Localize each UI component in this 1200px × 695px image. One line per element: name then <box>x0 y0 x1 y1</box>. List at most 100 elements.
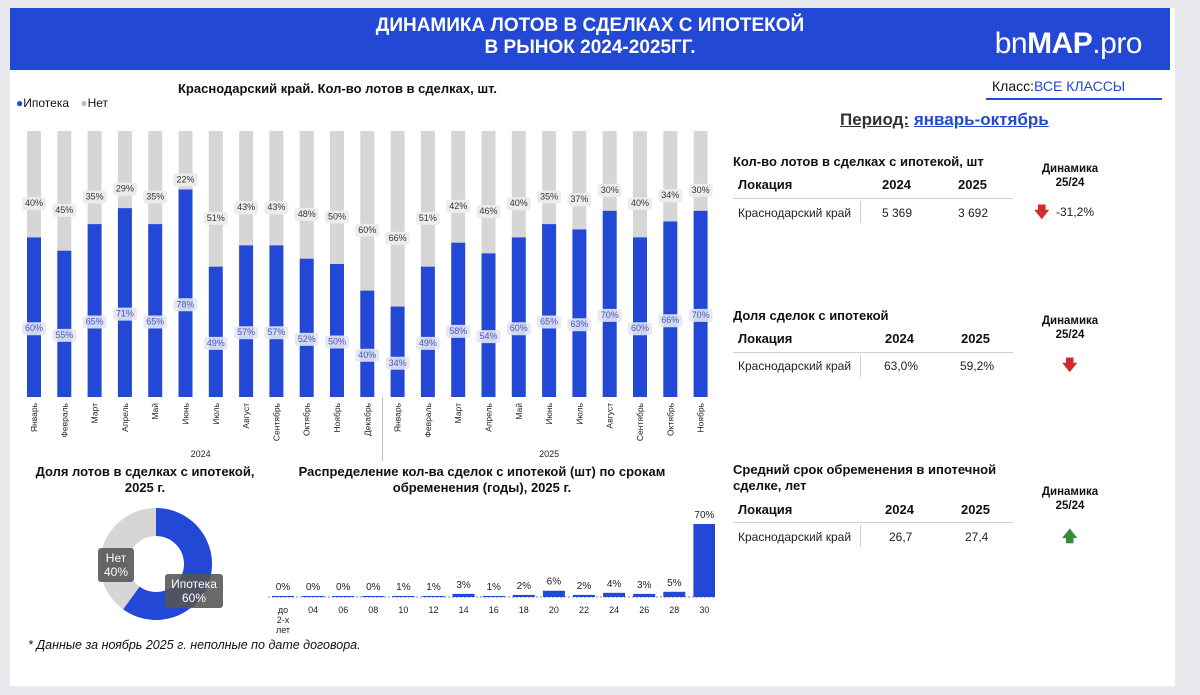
table1-header-location: Локация <box>738 177 793 192</box>
term-value-label: 6% <box>547 577 562 588</box>
brand-logo[interactable]: bnMAP.pro <box>995 27 1143 60</box>
label-mortgage: 40% <box>358 350 376 360</box>
label-box-mortgage <box>476 330 501 344</box>
class-filter[interactable]: Класс:ВСЕ КЛАССЫ <box>986 74 1162 100</box>
label-no: 46% <box>479 206 497 216</box>
term-bar <box>422 595 445 597</box>
bar-no-mortgage <box>87 131 102 225</box>
label-mortgage: 34% <box>389 358 407 368</box>
label-mortgage: 65% <box>146 317 164 327</box>
term-bar <box>332 596 355 597</box>
bar-no-mortgage <box>572 131 587 230</box>
label-no: 43% <box>267 202 285 212</box>
bar-no-mortgage <box>602 131 617 211</box>
label-mortgage: 60% <box>510 323 528 333</box>
bar-no-mortgage <box>420 131 435 267</box>
label-box-mortgage <box>203 336 228 350</box>
table1-vline <box>860 201 861 223</box>
donut-title: Доля лотов в сделках с ипотекой, 2025 г. <box>35 464 255 495</box>
term-category-label: до <box>278 605 288 615</box>
label-no: 40% <box>631 198 649 208</box>
label-box-mortgage <box>143 315 168 329</box>
bar-mortgage <box>148 224 163 397</box>
month-tick-label: Март <box>453 403 463 423</box>
bar-mortgage <box>633 237 647 397</box>
bar-mortgage <box>663 221 678 397</box>
term-category-label: 30 <box>699 605 709 615</box>
bar-mortgage <box>420 266 435 397</box>
label-mortgage: 54% <box>479 331 497 341</box>
term-category-label: 08 <box>368 605 378 615</box>
label-box-no <box>688 183 713 197</box>
term-bar <box>603 592 626 597</box>
bar-mortgage <box>542 224 557 397</box>
label-mortgage: 49% <box>419 338 437 348</box>
label-box-mortgage <box>658 314 683 328</box>
label-box-mortgage <box>234 326 259 340</box>
label-no: 37% <box>570 194 588 204</box>
monthly-stacked-chart: 40% 60% Январь 45% 55% Февраль 35% 65% Март 29% 71… <box>22 131 713 461</box>
label-no: 35% <box>540 192 558 202</box>
bar-no-mortgage <box>663 131 678 222</box>
month-tick-label: Июнь <box>544 402 554 424</box>
table2-title: Доля сделок с ипотекой <box>733 308 889 323</box>
monthly-chart-title: Краснодарский край. Кол-во лотов в сделк… <box>178 81 497 96</box>
label-box-no <box>567 193 592 207</box>
bar-no-mortgage <box>208 131 223 267</box>
term-category-label: 04 <box>308 605 318 615</box>
label-box-mortgage <box>325 335 349 349</box>
label-box-mortgage <box>22 322 46 336</box>
term-value-label: 0% <box>276 582 291 593</box>
term-category-label: 2-х <box>277 615 290 625</box>
table2-row-location: Краснодарский край <box>738 359 852 373</box>
label-box-mortgage <box>506 322 531 336</box>
logo-bold: MAP <box>1027 27 1093 60</box>
bar-mortgage <box>330 264 344 397</box>
label-mortgage: 57% <box>267 327 285 337</box>
table1-dynamics-value: -31,2% <box>1056 205 1095 219</box>
table1-row-2024: 5 369 <box>882 206 913 220</box>
table3-title: Средний срок обременения в ипотечной сде… <box>733 462 997 493</box>
label-box-mortgage <box>597 308 622 322</box>
label-mortgage: 65% <box>86 317 104 327</box>
table2-divider <box>733 352 1013 353</box>
label-no: 30% <box>692 185 710 195</box>
table2-down-arrow-icon: 🡇 <box>1062 357 1078 374</box>
label-no: 48% <box>298 209 316 219</box>
label-box-no <box>628 197 652 211</box>
bar-no-mortgage <box>239 131 254 246</box>
table1-header-2025: 2025 <box>958 177 987 192</box>
term-bar <box>663 591 686 597</box>
donut-label-box <box>165 574 223 608</box>
bar-mortgage <box>178 189 193 397</box>
bar-mortgage <box>117 208 132 397</box>
month-tick-label: Ноябрь <box>332 402 342 432</box>
bar-mortgage <box>208 266 223 397</box>
label-no: 50% <box>328 212 346 222</box>
term-bar <box>362 596 385 597</box>
term-category-label: 10 <box>398 605 408 615</box>
period-filter[interactable]: Период: январь-октябрь <box>840 110 1049 130</box>
legend-label-no: Нет <box>87 96 109 110</box>
label-mortgage: 55% <box>55 330 73 340</box>
term-category-label: 24 <box>609 605 619 615</box>
label-box-no <box>415 211 440 225</box>
label-no: 51% <box>207 213 225 223</box>
label-box-no <box>264 201 289 215</box>
term-bar <box>512 594 535 597</box>
month-tick-label: Июнь <box>181 402 191 424</box>
term-category-label: 06 <box>338 605 348 615</box>
bar-mortgage <box>27 237 41 397</box>
label-box-mortgage <box>537 315 562 329</box>
bar-mortgage <box>572 229 587 397</box>
label-box-no <box>325 210 349 224</box>
label-mortgage: 70% <box>601 310 619 320</box>
label-box-no <box>234 201 259 215</box>
bar-mortgage <box>87 224 102 397</box>
donut-label-name: Ипотека <box>171 577 217 591</box>
label-mortgage: 63% <box>570 319 588 329</box>
label-box-mortgage <box>446 324 471 338</box>
term-bar <box>302 596 325 597</box>
